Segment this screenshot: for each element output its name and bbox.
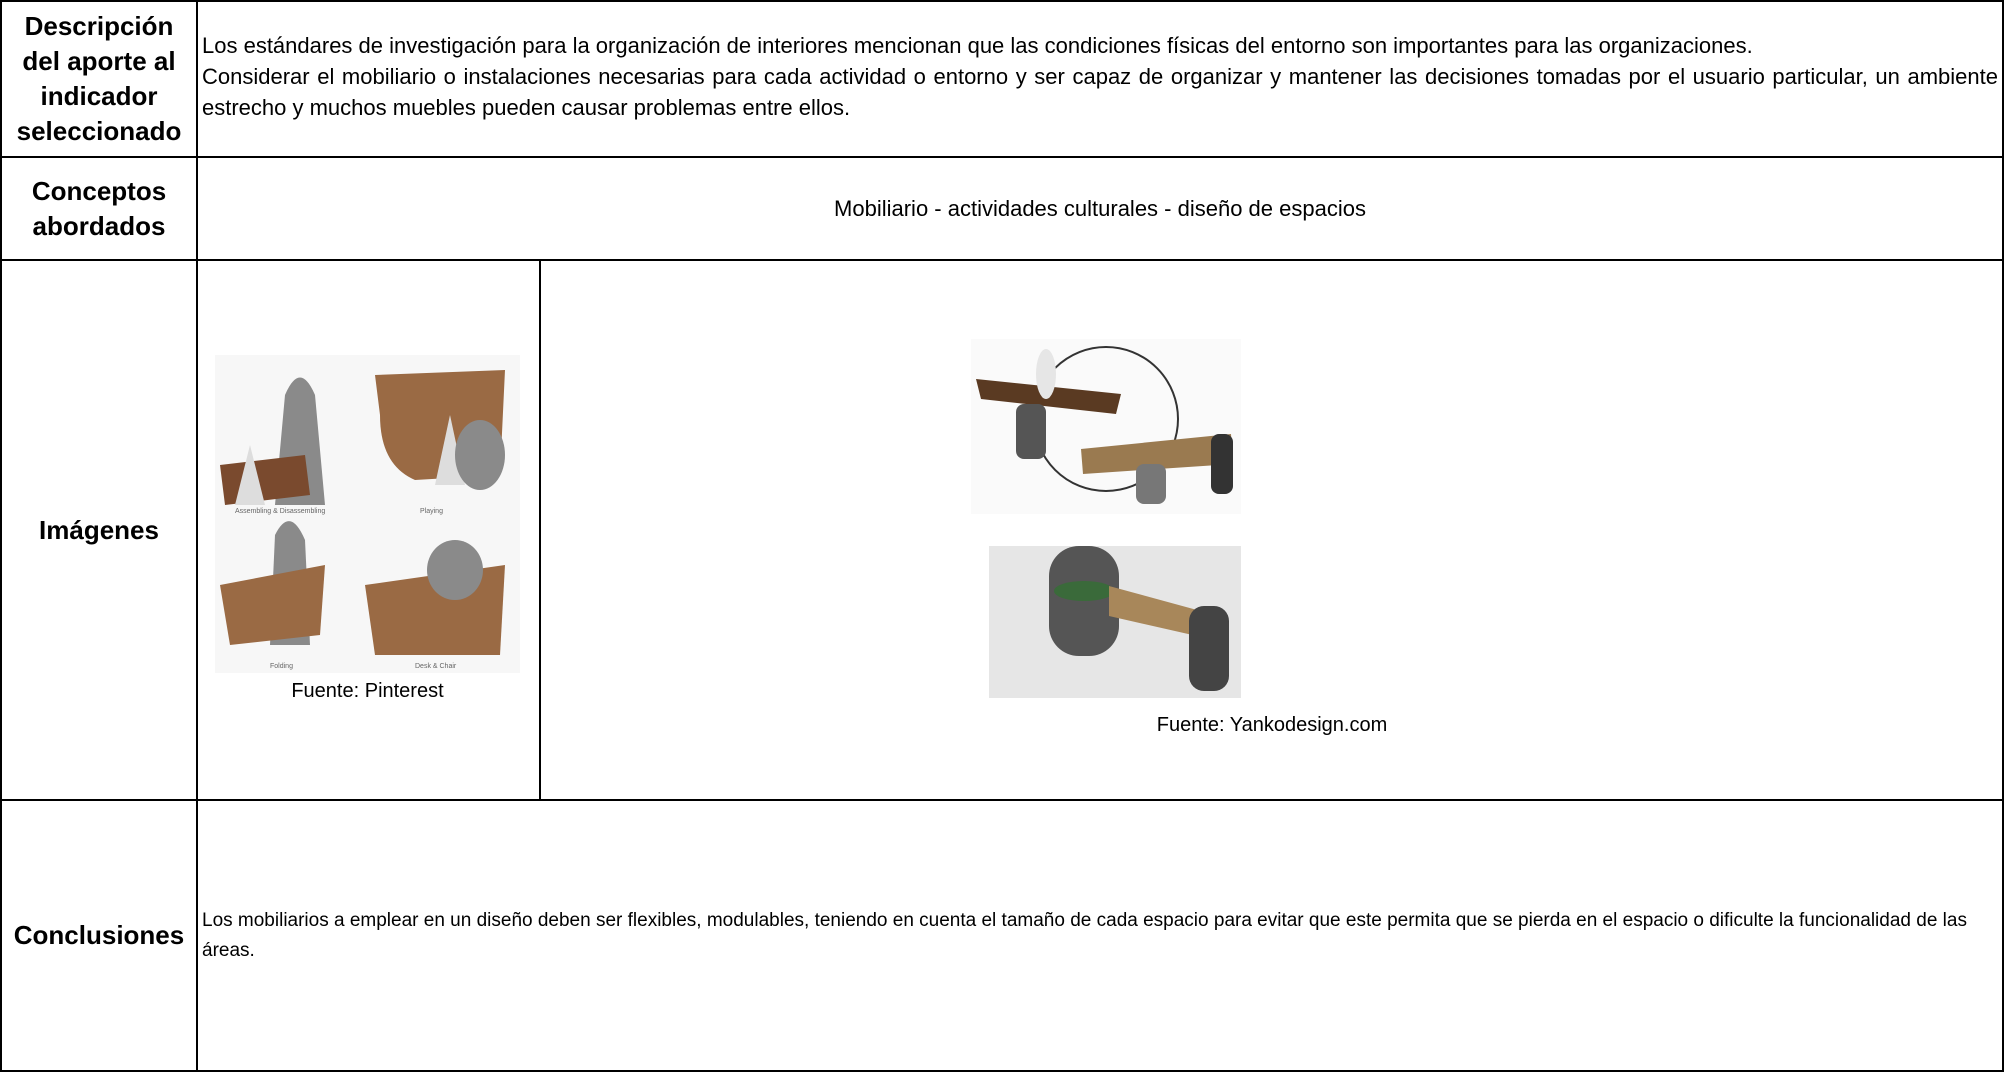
panel-label: Folding — [270, 663, 293, 670]
row-label: Descripción del aporte al indicador sele… — [0, 0, 198, 158]
yanko-image — [971, 339, 1241, 514]
paragraph: Los estándares de investigación para la … — [202, 33, 1753, 58]
caption: Fuente: Pinterest — [291, 680, 444, 702]
conclusion: Los mobiliarios a emplear en un diseño d… — [196, 799, 2004, 1072]
panel-label: Playing — [420, 508, 443, 515]
row-label: Imágenes — [0, 259, 198, 801]
panel-label: Desk & Chair — [415, 663, 457, 670]
concepts: Mobiliario - actividades culturales - di… — [196, 156, 2004, 261]
pinterest-image: Assembling & Disassembling Playing Foldi… — [215, 355, 520, 673]
row-label: Conclusiones — [0, 799, 198, 1072]
row-label: Conceptos abordados — [0, 156, 198, 261]
description: Los estándares de investigación para la … — [196, 0, 2004, 158]
caption: Fuente: Yankodesign.com — [1156, 714, 1388, 736]
panel-label: Assembling & Disassembling — [235, 508, 325, 515]
paragraph: Considerar el mobiliario o instalaciones… — [202, 64, 1998, 120]
yanko-image — [989, 546, 1241, 698]
